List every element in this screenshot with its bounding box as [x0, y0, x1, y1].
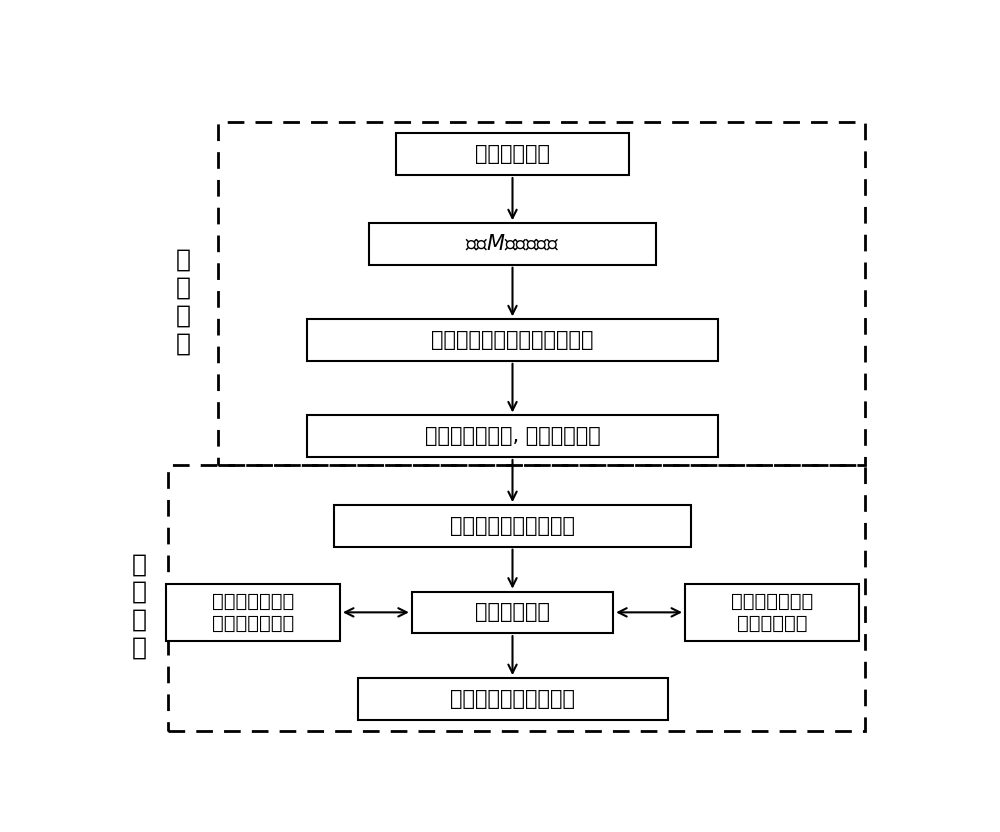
Bar	[685, 583, 859, 641]
Text: 寿
命
预
测: 寿 命 预 测	[131, 552, 146, 660]
Text: 提取$M$个原始特征: 提取$M$个原始特征	[465, 234, 560, 254]
Text: 指
标
计
算: 指 标 计 算	[176, 248, 191, 355]
Bar	[166, 583, 340, 641]
Text: 预测剩余寿命概率分布: 预测剩余寿命概率分布	[450, 689, 575, 709]
Bar	[334, 505, 691, 547]
Bar	[358, 678, 668, 720]
Text: 对衰退指标进行预处理: 对衰退指标进行预处理	[450, 516, 575, 536]
Bar	[396, 133, 629, 175]
Bar	[369, 223, 656, 265]
Text: 轴承振动信号: 轴承振动信号	[475, 144, 550, 164]
Bar	[168, 465, 865, 730]
Text: 采用相关性聚类算法进行聚类: 采用相关性聚类算法进行聚类	[431, 330, 594, 350]
Bar	[307, 415, 718, 457]
Text: 采用最小二乘拟
合对参数初始化: 采用最小二乘拟 合对参数初始化	[212, 592, 294, 633]
Bar	[218, 122, 865, 465]
Text: 采用更新算法对
参数进行更新: 采用更新算法对 参数进行更新	[731, 592, 813, 633]
Bar	[412, 592, 613, 633]
Text: 状态空间模型: 状态空间模型	[475, 602, 550, 622]
Bar	[307, 319, 718, 361]
Text: 选择最优特征集, 进行加权融合: 选择最优特征集, 进行加权融合	[425, 426, 600, 446]
